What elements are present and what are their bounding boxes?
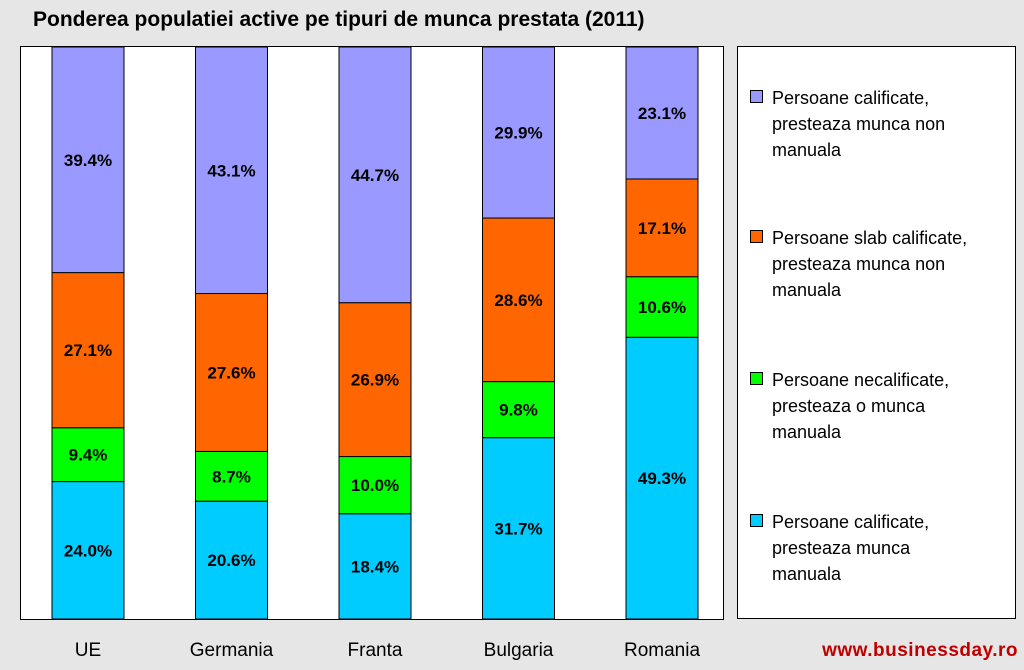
legend-label-line: presteaza munca — [772, 538, 911, 558]
data-label: 18.4% — [351, 557, 399, 576]
bar-segment — [338, 46, 412, 304]
legend: Persoane calificate, presteaza munca non… — [737, 46, 1016, 619]
legend-label-line: presteaza munca non — [772, 254, 946, 274]
bar-segment — [195, 293, 268, 452]
data-label: 31.7% — [494, 519, 542, 538]
legend-label-line: Persoane calificate, — [772, 512, 930, 532]
legend-label-line: presteaza o munca — [772, 396, 926, 416]
data-label: 9.8% — [499, 401, 538, 420]
legend-label-line: manuala — [772, 422, 842, 442]
data-label: 8.7% — [212, 467, 251, 486]
legend-swatch — [750, 90, 763, 103]
bar-segment — [195, 450, 268, 502]
data-label: 20.6% — [207, 551, 255, 570]
category-label: Germania — [190, 640, 274, 661]
data-label: 43.1% — [207, 161, 255, 180]
legend-swatch — [750, 372, 763, 385]
data-label: 10.0% — [351, 476, 399, 495]
data-label: 44.7% — [351, 166, 399, 185]
chart-title: Ponderea populatiei active pe tipuri de … — [33, 8, 645, 31]
data-label: 29.9% — [494, 124, 542, 143]
data-label: 10.6% — [638, 298, 686, 317]
category-label: Romania — [624, 640, 700, 661]
bar-segment — [625, 46, 699, 180]
bar-segment — [625, 178, 699, 278]
legend-label-line: manuala — [772, 140, 842, 160]
bar-segment — [338, 302, 412, 458]
category-label: UE — [75, 640, 101, 661]
bar-segment — [625, 276, 699, 338]
bar-segment — [51, 46, 125, 274]
data-label: 26.9% — [351, 371, 399, 390]
bar-segment — [51, 427, 125, 483]
legend-swatch — [750, 230, 763, 243]
bar-segment — [625, 336, 699, 620]
data-label: 27.1% — [64, 341, 112, 360]
data-label: 24.0% — [64, 541, 112, 560]
bar-segment — [338, 456, 412, 515]
legend-label-line: manuala — [772, 280, 842, 300]
bar-segment — [195, 500, 268, 620]
bar-segment — [482, 46, 555, 219]
category-label: Franta — [348, 640, 403, 661]
data-label: 9.4% — [69, 446, 108, 465]
data-label: 23.1% — [638, 104, 686, 123]
bar-segment — [482, 437, 555, 620]
bar-segment — [338, 513, 412, 620]
bar-segment — [51, 481, 125, 620]
data-label: 28.6% — [494, 291, 542, 310]
legend-label-line: manuala — [772, 564, 842, 584]
legend-label-line: Persoane slab calificate, — [772, 228, 968, 248]
data-label: 39.4% — [64, 151, 112, 170]
bar-segment — [195, 46, 268, 295]
legend-swatch — [750, 514, 763, 527]
bar-segment — [482, 381, 555, 439]
data-label: 49.3% — [638, 469, 686, 488]
data-label: 27.6% — [207, 363, 255, 382]
bar-segment — [482, 217, 555, 383]
legend-label-line: presteaza munca non — [772, 114, 946, 134]
legend-label-line: Persoane calificate, — [772, 88, 930, 108]
legend-label-line: Persoane necalificate, — [772, 370, 950, 390]
data-label: 17.1% — [638, 219, 686, 238]
watermark: www.businessday.ro — [822, 640, 1018, 661]
category-label: Bulgaria — [484, 640, 554, 661]
